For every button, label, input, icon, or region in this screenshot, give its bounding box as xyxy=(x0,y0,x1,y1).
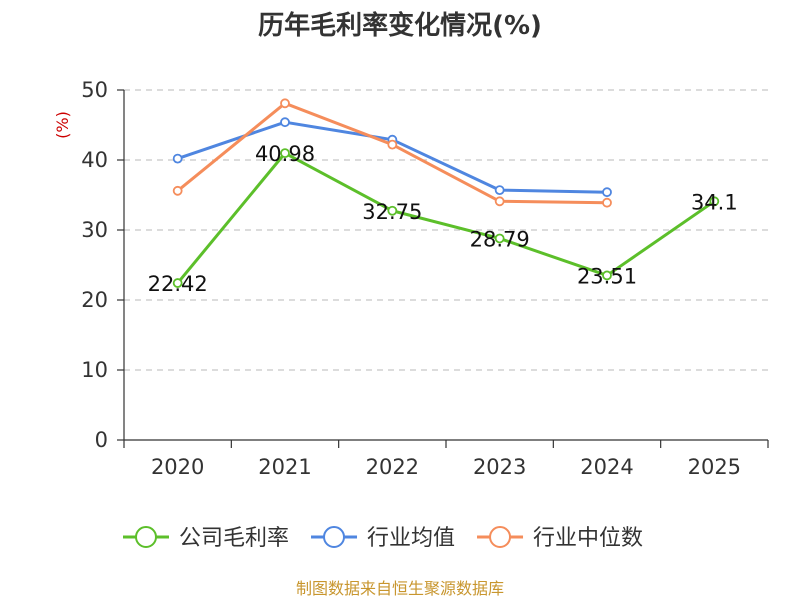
legend-swatch-marker xyxy=(135,526,157,548)
y-tick-label: 30 xyxy=(81,218,108,242)
legend-item[interactable]: 行业均值 xyxy=(311,526,455,551)
y-tick-label: 50 xyxy=(81,78,108,102)
source-note: 制图数据来自恒生聚源数据库 xyxy=(296,579,504,598)
series-point xyxy=(280,148,290,159)
x-tick-label: 2020 xyxy=(151,455,204,479)
gridlines xyxy=(124,89,768,371)
legend-label: 行业中位数 xyxy=(533,526,643,551)
x-tick-label: 2022 xyxy=(366,455,419,479)
data-label: 32.75 xyxy=(362,200,422,224)
legend-item[interactable]: 行业中位数 xyxy=(477,526,643,551)
series-line xyxy=(176,101,608,205)
legend-label: 行业均值 xyxy=(367,526,455,551)
chart-title: 历年毛利率变化情况(%) xyxy=(258,10,542,41)
data-label: 34.1 xyxy=(691,190,738,214)
data-label: 40.98 xyxy=(255,142,315,166)
series-point xyxy=(172,278,183,288)
legend-label: 公司毛利率 xyxy=(179,526,289,551)
y-tick-label: 10 xyxy=(81,358,108,382)
legend: 公司毛利率 行业均值 行业中位数 xyxy=(123,526,643,551)
data-labels: 22.42 40.98 32.75 28.79 23.51 34.1 xyxy=(148,142,738,296)
x-tick-label: 2025 xyxy=(688,455,741,479)
series-point xyxy=(602,187,612,198)
y-tick-label: 20 xyxy=(81,288,108,312)
series-point xyxy=(387,139,398,150)
series-point xyxy=(602,270,612,281)
x-tick-label: 2023 xyxy=(473,455,526,479)
series-point xyxy=(709,196,720,207)
data-label: 23.51 xyxy=(577,264,637,288)
series-point xyxy=(387,205,398,216)
y-axis-label: (%) xyxy=(53,111,72,139)
series-line xyxy=(177,120,608,194)
legend-swatch-marker xyxy=(323,526,346,548)
series-point xyxy=(494,185,505,196)
data-label: 22.42 xyxy=(148,272,208,296)
x-tick-label: 2021 xyxy=(258,455,311,479)
y-tick-label: 0 xyxy=(95,428,108,452)
series-point xyxy=(280,117,290,128)
axes: 0 10 20 30 40 50 2020 2021 2022 2023 2024 2025 xyxy=(81,78,769,479)
series-point xyxy=(494,196,505,207)
x-tick-label: 2024 xyxy=(580,455,633,479)
legend-item[interactable]: 公司毛利率 xyxy=(123,526,289,551)
series-point xyxy=(280,98,290,109)
series-point xyxy=(494,233,505,244)
series-line xyxy=(176,151,716,285)
y-tick-label: 40 xyxy=(81,148,108,172)
series-point xyxy=(172,153,183,164)
series-point xyxy=(172,185,183,196)
series-point xyxy=(602,197,612,208)
legend-swatch-marker xyxy=(489,526,512,548)
series-group xyxy=(172,98,720,288)
data-label: 28.79 xyxy=(470,227,530,251)
